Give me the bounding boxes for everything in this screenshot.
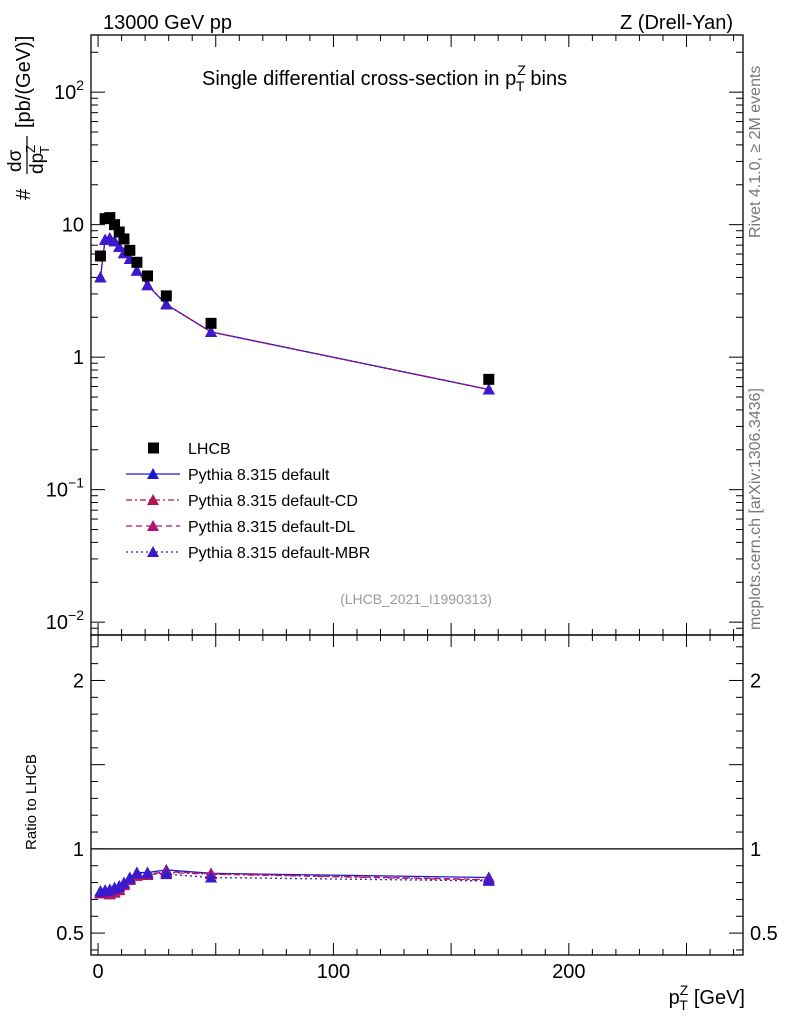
analysis-tag: (LHCB_2021_I1990313) — [340, 591, 492, 607]
ratio-y-tick-label-right: 1 — [750, 839, 761, 861]
mcplots-label: mcplots.cern.ch [arXiv:1306.3436] — [747, 388, 764, 630]
data-point-mc — [108, 235, 121, 247]
ratio-y-tick-label: 0.5 — [56, 923, 84, 945]
y-tick-label: 1 — [73, 347, 84, 369]
legend-label: Pythia 8.315 default-CD — [188, 493, 358, 510]
series-line-3 — [99, 237, 489, 391]
data-point-lhcb — [94, 250, 106, 262]
y-axis-unit: [pb/(GeV)] — [13, 36, 35, 128]
x-tick-label: 200 — [552, 961, 585, 983]
data-point-lhcb — [124, 244, 136, 256]
data-point-mc — [160, 298, 173, 310]
series-line-2 — [99, 237, 489, 391]
series-line-4 — [99, 237, 489, 391]
data-point-lhcb — [483, 373, 495, 385]
data-point-lhcb — [118, 233, 130, 245]
header-process: Z (Drell-Yan) — [620, 12, 733, 34]
x-tick-label: 0 — [92, 961, 103, 983]
y-tick-label: 102 — [54, 77, 84, 104]
y-tick-label: 10−1 — [46, 475, 84, 502]
legend-label: Pythia 8.315 default-DL — [188, 519, 355, 536]
main-title: Single differential cross-section in pZ T… — [202, 62, 567, 94]
data-point-lhcb — [113, 226, 125, 238]
data-point-mc — [130, 264, 143, 276]
legend-marker — [147, 494, 159, 505]
y-tick-label: 10 — [62, 215, 84, 237]
x-axis-label: pZ T [GeV] — [669, 982, 745, 1013]
ratio-line-2 — [100, 870, 489, 895]
data-point-lhcb — [205, 317, 217, 329]
ratio-point — [482, 874, 495, 886]
legend-label: LHCB — [188, 441, 231, 458]
ratio-point — [130, 867, 143, 879]
data-point-lhcb — [109, 219, 121, 231]
legend-marker — [147, 546, 159, 557]
y-tick-label: 10−2 — [46, 607, 84, 634]
main-y-axis-label: # dσ dpZT [pb/(GeV)] — [5, 36, 52, 200]
ratio-point — [123, 872, 136, 884]
y-axis-numerator: dσ — [5, 149, 26, 172]
legend-marker-lhcb — [148, 442, 159, 454]
data-point-lhcb — [131, 256, 143, 268]
legend-marker — [147, 468, 159, 479]
legend-label: Pythia 8.315 default-MBR — [188, 545, 370, 562]
ratio-point — [117, 877, 130, 889]
data-point-lhcb — [141, 270, 153, 282]
y-axis-denominator: dpZT — [23, 145, 52, 174]
data-point-mc — [482, 383, 495, 395]
ratio-y-tick-label-right: 0.5 — [750, 923, 778, 945]
legend-label: Pythia 8.315 default — [188, 467, 330, 484]
ratio-point — [141, 867, 154, 879]
ratio-point — [205, 871, 218, 883]
ratio-point — [160, 868, 173, 880]
data-point-mc — [94, 271, 107, 283]
x-tick-label: 100 — [317, 961, 350, 983]
data-point-mc — [141, 279, 154, 291]
data-point-mc — [205, 325, 218, 337]
ratio-y-tick-label: 1 — [73, 839, 84, 861]
ratio-y-tick-label: 2 — [73, 670, 84, 692]
ratio-y-axis-label: Ratio to LHCB — [23, 754, 40, 850]
legend-marker — [147, 520, 159, 531]
data-point-lhcb — [104, 212, 116, 224]
ratio-y-tick-label-right: 2 — [750, 670, 761, 692]
series-line-1 — [99, 237, 489, 391]
header-energy: 13000 GeV pp — [103, 12, 232, 34]
rivet-version-label: Rivet 4.1.0, ≥ 2M events — [747, 66, 764, 238]
data-point-mc — [113, 240, 126, 252]
y-axis-hash: # — [13, 188, 35, 200]
ratio-plot-frame — [90, 634, 744, 956]
data-point-lhcb — [160, 290, 172, 302]
